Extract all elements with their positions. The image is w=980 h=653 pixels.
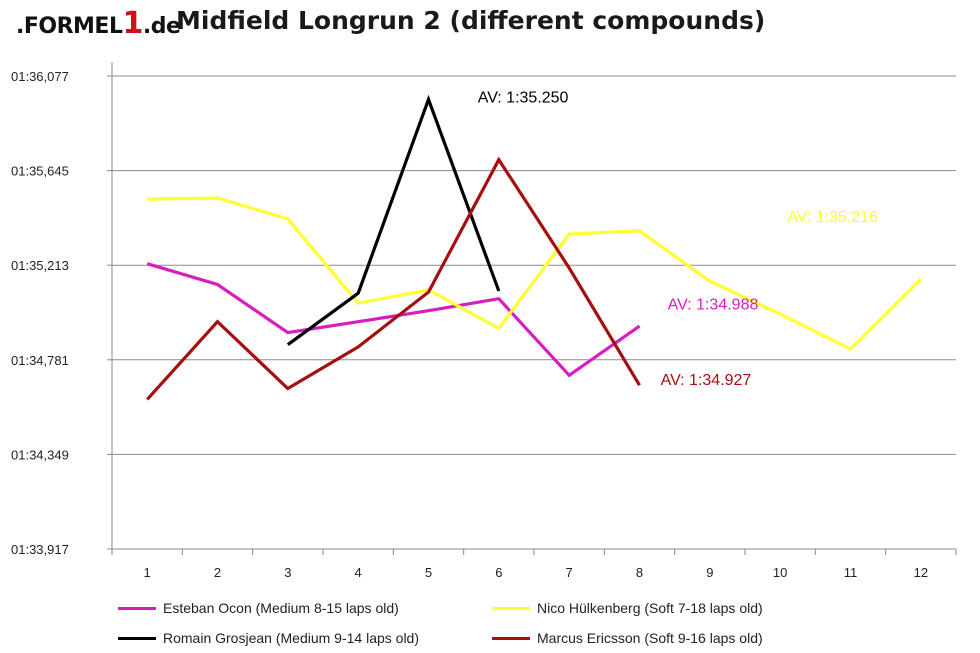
series-annotation-0: AV: 1:34.988 bbox=[668, 297, 759, 314]
y-tick-label: 01:35,645 bbox=[11, 164, 69, 179]
legend-label-ericsson: Marcus Ericsson (Soft 9-16 laps old) bbox=[537, 630, 763, 646]
series-annotation-1: AV: 1:35.216 bbox=[787, 209, 878, 226]
y-tick-label: 01:34,349 bbox=[11, 447, 69, 462]
x-tick-label: 2 bbox=[214, 565, 221, 580]
legend-item-hulkenberg: Nico Hülkenberg (Soft 7-18 laps old) bbox=[492, 596, 763, 620]
y-tick-label: 01:36,077 bbox=[11, 69, 69, 84]
series-line-1 bbox=[147, 196, 922, 352]
x-tick-label: 7 bbox=[566, 565, 573, 580]
legend-item-grosjean: Romain Grosjean (Medium 9-14 laps old) bbox=[118, 626, 419, 650]
series-annotation-2: AV: 1:35.250 bbox=[478, 90, 569, 107]
legend-label-grosjean: Romain Grosjean (Medium 9-14 laps old) bbox=[163, 630, 419, 646]
legend-item-ericsson: Marcus Ericsson (Soft 9-16 laps old) bbox=[492, 626, 763, 650]
x-tick-label: 8 bbox=[636, 565, 643, 580]
y-tick-label: 01:34,781 bbox=[11, 353, 69, 368]
series-line-2 bbox=[286, 94, 501, 346]
series-annotation-3: AV: 1:34.927 bbox=[661, 372, 752, 389]
y-tick-label: 01:35,213 bbox=[11, 258, 69, 273]
x-tick-label: 6 bbox=[495, 565, 502, 580]
chart-title: Midfield Longrun 2 (different compounds) bbox=[176, 6, 766, 35]
series-line-0 bbox=[146, 262, 641, 378]
x-tick-label: 9 bbox=[706, 565, 713, 580]
formel1-logo: .FORMEL1.de bbox=[16, 6, 181, 41]
x-tick-label: 10 bbox=[773, 565, 787, 580]
x-tick-label: 12 bbox=[914, 565, 928, 580]
legend-swatch-ocon bbox=[118, 606, 156, 610]
x-tick-label: 5 bbox=[425, 565, 432, 580]
legend-swatch-ericsson bbox=[492, 636, 530, 640]
x-tick-label: 4 bbox=[355, 565, 362, 580]
chart-legend: Esteban Ocon (Medium 8-15 laps old) Nico… bbox=[118, 596, 978, 653]
legend-label-hulkenberg: Nico Hülkenberg (Soft 7-18 laps old) bbox=[537, 600, 763, 616]
legend-item-ocon: Esteban Ocon (Medium 8-15 laps old) bbox=[118, 596, 399, 620]
legend-label-ocon: Esteban Ocon (Medium 8-15 laps old) bbox=[163, 600, 399, 616]
x-tick-label: 1 bbox=[144, 565, 151, 580]
legend-swatch-hulkenberg bbox=[492, 606, 530, 610]
x-tick-label: 3 bbox=[284, 565, 291, 580]
x-tick-label: 11 bbox=[844, 565, 858, 580]
legend-swatch-grosjean bbox=[118, 636, 156, 640]
y-tick-label: 01:33,917 bbox=[11, 542, 69, 557]
series-line-3 bbox=[146, 156, 641, 401]
